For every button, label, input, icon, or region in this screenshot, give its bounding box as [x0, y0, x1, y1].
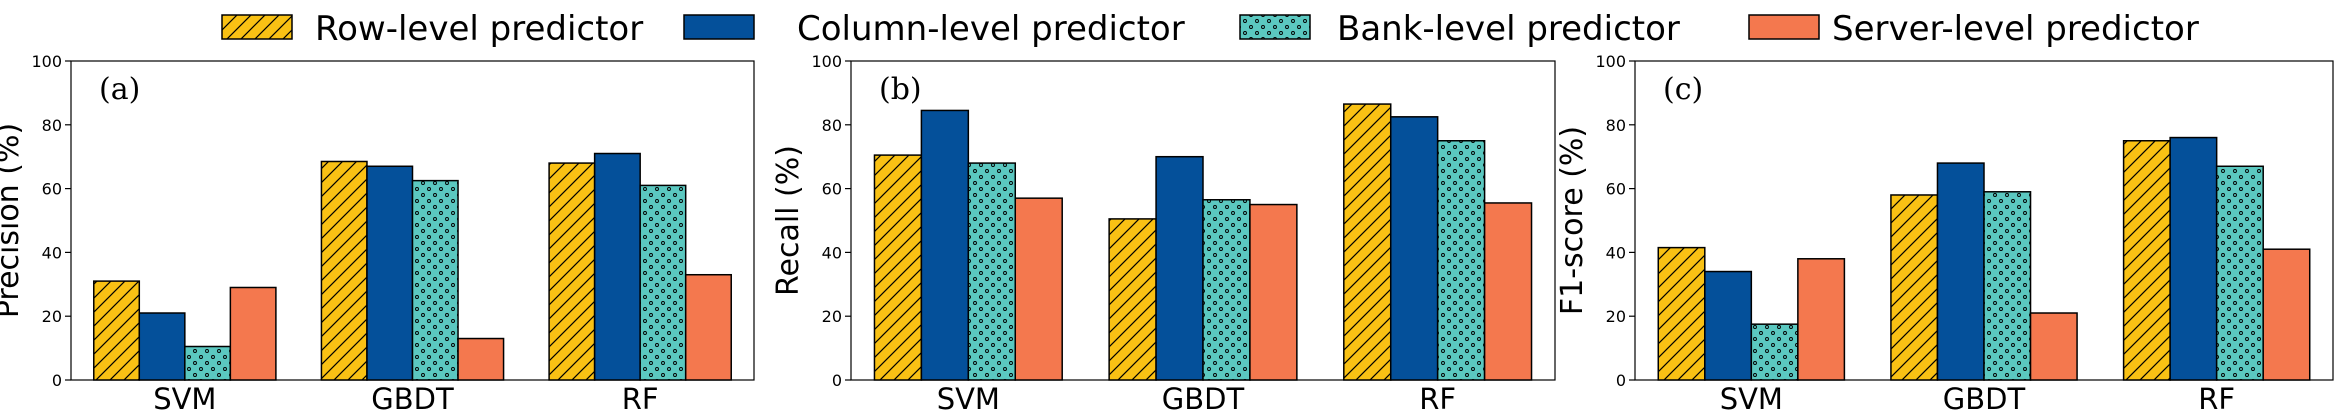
bar-server-svm	[1014, 197, 1063, 381]
bar-row-svm	[1657, 246, 1706, 381]
y-tick-label: 0	[832, 371, 842, 390]
bar-column-svm	[138, 312, 186, 381]
bar-bank-svm	[184, 345, 232, 381]
panel-label: (c)	[1663, 72, 1703, 107]
bar-bank-rf	[2215, 165, 2264, 381]
legend-swatch-row	[221, 14, 293, 40]
y-tick-label: 80	[1606, 116, 1626, 135]
legend-label-row: Row-level predictor	[315, 9, 643, 49]
x-category-label: GBDT	[1162, 382, 1245, 412]
bar-bank-svm	[967, 162, 1017, 381]
bar-column-rf	[1389, 116, 1439, 381]
y-tick-label: 80	[822, 116, 842, 135]
y-tick-label: 0	[1616, 371, 1626, 390]
x-category-label: RF	[2198, 382, 2235, 412]
bar-bank-gbdt	[1983, 191, 2032, 381]
chart-panels: 0 20 40 60 80 100 Precision (%) (a) SVM GBDT RF 0 20…	[0, 52, 2334, 412]
bar-bank-gbdt	[1202, 199, 1251, 381]
x-category-label: RF	[622, 382, 659, 412]
legend-swatch-column	[683, 14, 755, 40]
bar-column-rf	[593, 152, 641, 381]
bar-row-gbdt	[320, 160, 368, 381]
y-tick-label: 40	[1606, 243, 1626, 262]
x-category-label: GBDT	[371, 382, 454, 412]
x-category-label: GBDT	[1943, 382, 2026, 412]
bar-row-gbdt	[1890, 194, 1939, 381]
x-category-label: SVM	[1720, 382, 1783, 412]
y-tick-label: 20	[42, 307, 62, 326]
y-tick-label: 60	[42, 180, 62, 199]
bar-row-gbdt	[1108, 218, 1157, 381]
legend-label-server: Server-level predictor	[1832, 9, 2199, 49]
bar-server-gbdt	[1249, 203, 1298, 381]
bar-column-svm	[920, 109, 970, 381]
bar-row-rf	[2122, 140, 2171, 381]
bar-bank-rf	[1436, 140, 1486, 381]
bar-column-gbdt	[1155, 155, 1204, 381]
panel-3: 0 20 40 60 80 100 F1-score (%) (c) SVM GBDT RF	[1555, 52, 2334, 412]
bar-server-gbdt	[2029, 312, 2078, 381]
chart-legend: Row-level predictor Column-level predicto…	[221, 9, 2199, 49]
y-tick-label: 60	[1606, 180, 1626, 199]
y-tick-label: 40	[42, 243, 62, 262]
panel-label: (b)	[879, 72, 922, 107]
y-axis-label: Precision (%)	[0, 123, 26, 318]
y-axis-label: F1-score (%)	[1555, 126, 1590, 315]
panel-label: (a)	[99, 72, 140, 107]
bar-server-svm	[1797, 258, 1846, 381]
y-tick-label: 100	[31, 52, 62, 71]
y-tick-label: 100	[811, 52, 842, 71]
y-tick-label: 80	[42, 116, 62, 135]
bar-row-rf	[548, 162, 596, 381]
bar-row-rf	[1343, 103, 1392, 381]
panel-2: 0 20 40 60 80 100 Recall (%) (b) SVM GBDT RF	[771, 52, 1556, 412]
y-axis-label: Recall (%)	[771, 145, 806, 296]
bar-server-rf	[684, 273, 732, 381]
bar-column-gbdt	[366, 165, 414, 381]
legend-swatch-server	[1748, 14, 1820, 40]
bar-server-gbdt	[457, 337, 505, 381]
y-tick-label: 0	[52, 371, 62, 390]
x-category-label: SVM	[937, 382, 1000, 412]
legend-label-bank: Bank-level predictor	[1337, 9, 1680, 49]
y-tick-label: 20	[1606, 307, 1626, 326]
legend-swatch-bank	[1239, 14, 1311, 40]
bar-bank-rf	[639, 184, 687, 381]
bar-server-rf	[2262, 248, 2311, 381]
panel-1: 0 20 40 60 80 100 Precision (%) (a) SVM GBDT RF	[0, 52, 755, 412]
y-tick-label: 40	[822, 243, 842, 262]
x-category-label: RF	[1419, 382, 1456, 412]
bar-bank-gbdt	[411, 179, 459, 381]
bar-column-rf	[2169, 136, 2218, 381]
bar-server-svm	[229, 286, 277, 381]
y-tick-label: 20	[822, 307, 842, 326]
bar-server-rf	[1483, 202, 1533, 381]
bar-column-svm	[1704, 270, 1753, 381]
y-tick-label: 100	[1595, 52, 1626, 71]
legend-label-column: Column-level predictor	[797, 9, 1185, 49]
bar-bank-svm	[1750, 323, 1799, 381]
bar-row-svm	[873, 154, 923, 381]
y-tick-label: 60	[822, 180, 842, 199]
bar-column-gbdt	[1936, 162, 1985, 381]
bar-row-svm	[93, 280, 141, 381]
x-category-label: SVM	[153, 382, 216, 412]
